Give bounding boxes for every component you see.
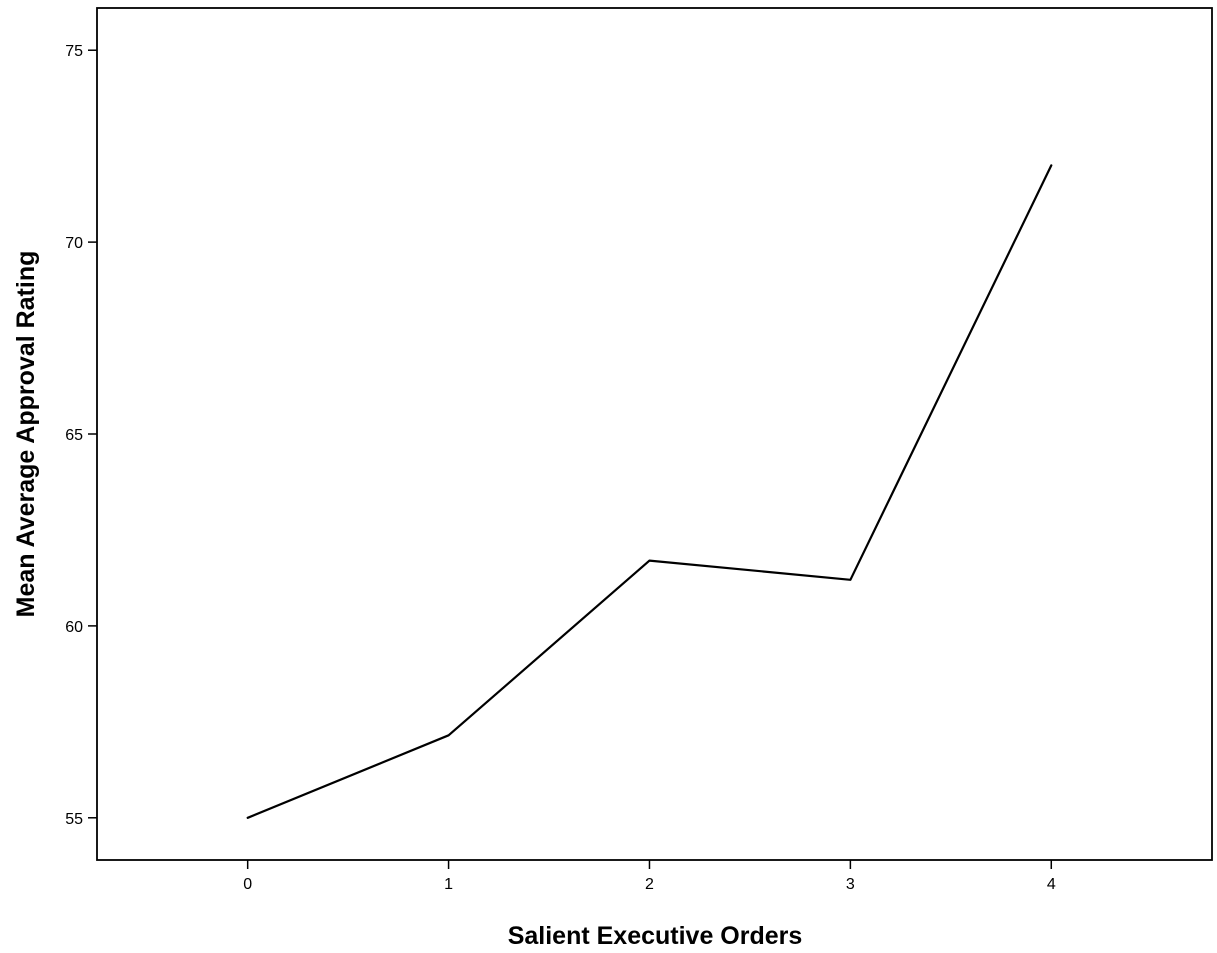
series-layer (246, 164, 1053, 819)
y-tick-label: 55 (65, 811, 83, 828)
y-tick-label: 60 (65, 619, 83, 636)
y-axis-ticks: 55 60 65 70 75 (65, 43, 97, 828)
x-tick-label: 3 (846, 876, 855, 893)
x-tick-label: 4 (1047, 876, 1056, 893)
x-tick-label: 1 (444, 876, 453, 893)
y-tick-label: 65 (65, 427, 83, 444)
x-tick-label: 2 (645, 876, 654, 893)
y-tick-label: 70 (65, 235, 83, 252)
y-tick-label: 75 (65, 43, 83, 60)
x-tick-label: 0 (243, 876, 252, 893)
x-axis-ticks: 0 1 2 3 4 (243, 860, 1056, 893)
x-axis-title: Salient Executive Orders (508, 922, 803, 950)
series-line (246, 164, 1053, 819)
y-axis-title: Mean Average Approval Rating (12, 251, 40, 618)
plot-frame (96, 7, 1213, 861)
